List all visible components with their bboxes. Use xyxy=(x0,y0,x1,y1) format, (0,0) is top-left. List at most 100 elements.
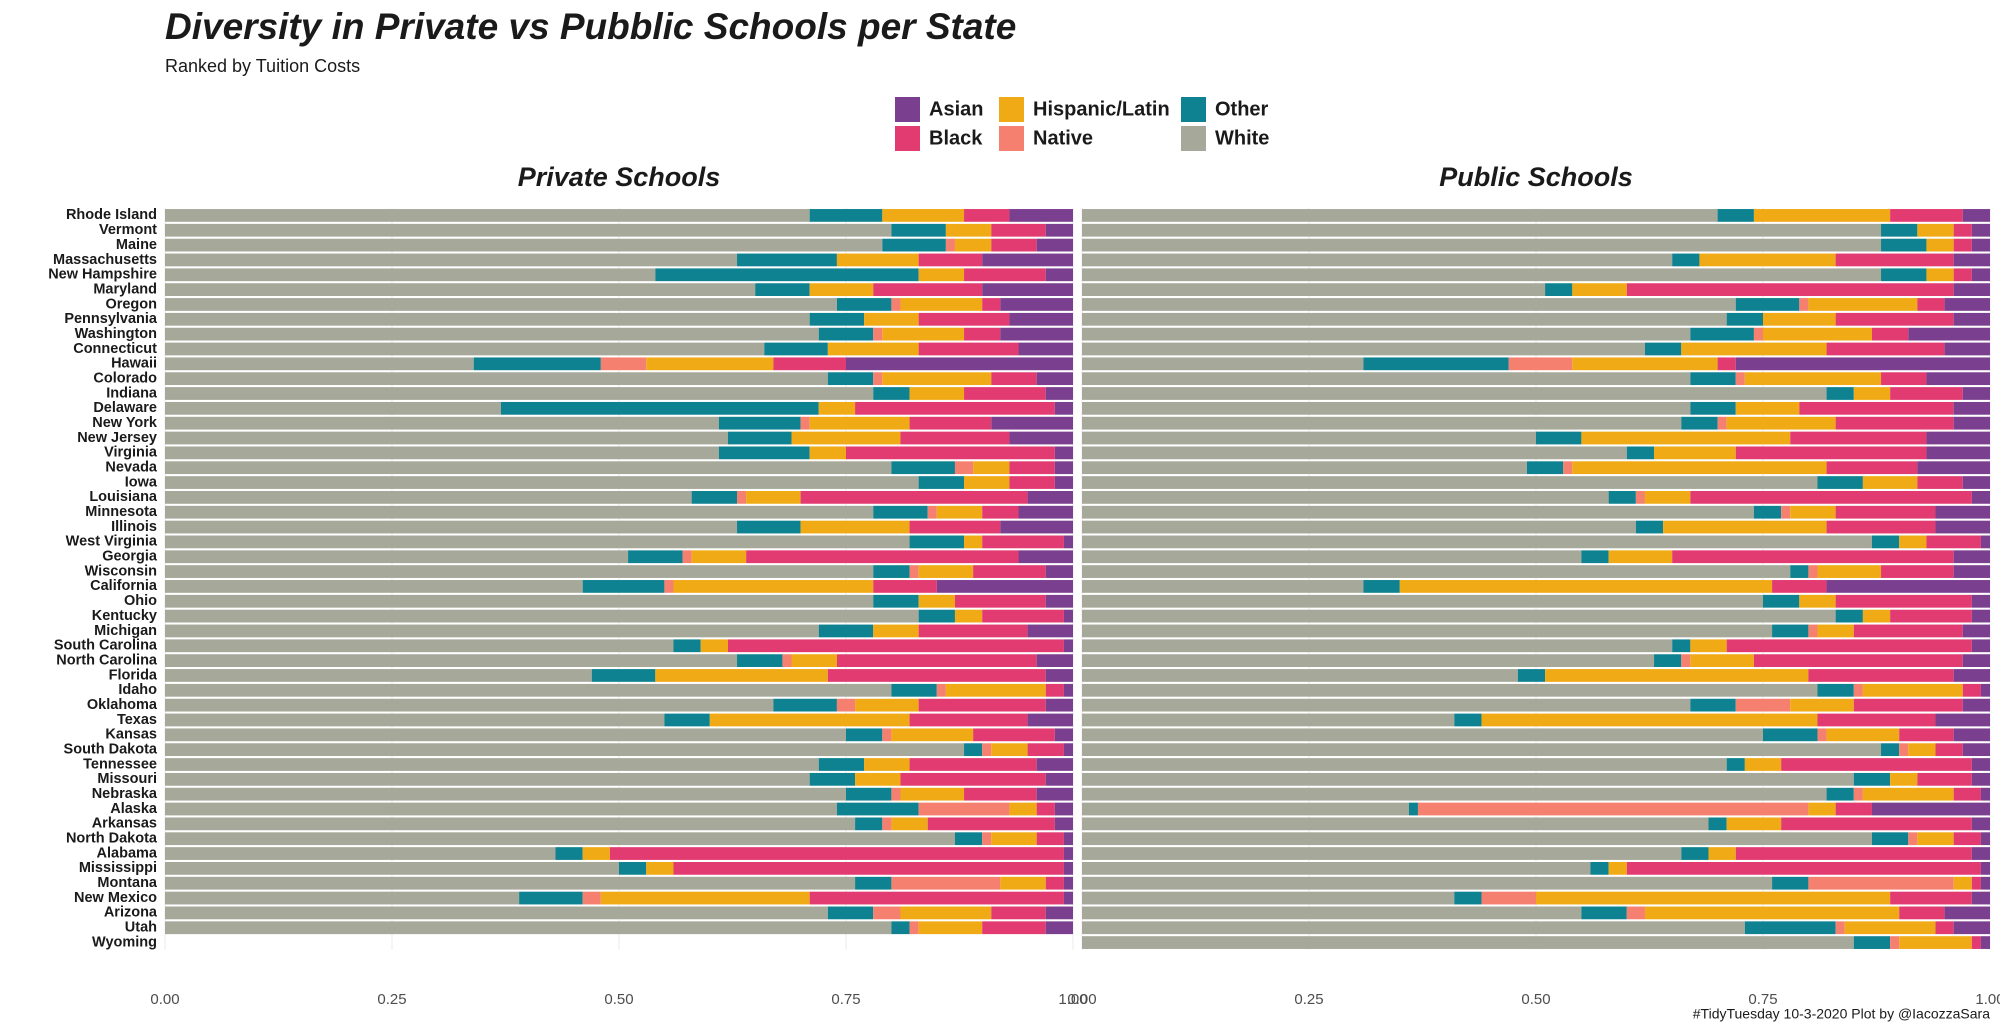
row-label: Colorado xyxy=(93,370,157,386)
bar-segment xyxy=(846,357,1073,371)
bar-segment xyxy=(165,372,828,386)
row-label: Georgia xyxy=(102,549,158,565)
bar-segment xyxy=(818,758,865,771)
row-label: Illinois xyxy=(111,519,157,535)
bar-segment xyxy=(1000,520,1073,534)
bar-segment xyxy=(1717,209,1754,222)
bar-segment xyxy=(165,861,619,875)
bar-segment xyxy=(900,787,965,801)
bar-segment xyxy=(1835,416,1954,430)
bar-segment xyxy=(1926,268,1954,282)
bar-segment xyxy=(982,743,992,757)
row-label: South Carolina xyxy=(54,638,158,654)
bar-segment xyxy=(1082,728,1763,742)
bar-segment xyxy=(1063,847,1073,860)
bar-segment xyxy=(1045,876,1064,890)
chart-title: Diversity in Private vs Pubblic Schools … xyxy=(165,6,1016,47)
bar-segment xyxy=(964,476,1010,489)
bar-segment xyxy=(782,654,792,668)
row-label: Arizona xyxy=(104,905,158,921)
bar-segment xyxy=(1626,283,1954,297)
bar-segment xyxy=(1917,223,1954,237)
bar-segment xyxy=(165,728,846,742)
bar-segment xyxy=(1690,401,1736,415)
bar-segment xyxy=(1753,209,1891,222)
bar-segment xyxy=(918,609,955,623)
bar-segment xyxy=(1536,891,1891,905)
bar-segment xyxy=(1681,342,1827,356)
bar-segment xyxy=(1082,624,1773,638)
bar-segment xyxy=(1980,683,1990,697)
bar-segment xyxy=(737,490,747,504)
bar-segment xyxy=(1681,847,1709,860)
bar-segment xyxy=(664,580,674,593)
bar-segment xyxy=(165,298,837,311)
bar-segment xyxy=(982,505,1019,519)
bar-segment xyxy=(1082,891,1455,905)
bar-segment xyxy=(165,847,556,860)
bar-segment xyxy=(1862,787,1954,801)
bar-segment xyxy=(1835,312,1954,326)
legend-label: Native xyxy=(1033,127,1093,149)
bar-segment xyxy=(1018,550,1073,564)
bar-segment xyxy=(1899,728,1954,742)
bar-segment xyxy=(1681,416,1718,430)
bar-segment xyxy=(1926,431,1990,445)
bar-segment xyxy=(619,861,647,875)
bar-segment xyxy=(1027,624,1073,638)
bar-segment xyxy=(1082,654,1655,668)
bar-segment xyxy=(1082,772,1854,786)
row-label: Mississippi xyxy=(79,860,157,876)
bar-segment xyxy=(1009,209,1073,222)
bar-segment xyxy=(818,327,874,341)
bar-segment xyxy=(737,520,801,534)
bar-segment xyxy=(1799,401,1954,415)
legend-swatch xyxy=(999,126,1024,151)
bar-segment xyxy=(1971,876,1981,890)
bar-segment xyxy=(1953,312,1990,326)
row-label: Louisiana xyxy=(89,489,158,505)
bar-segment xyxy=(1563,461,1573,475)
bar-segment xyxy=(900,298,983,311)
bar-segment xyxy=(991,416,1073,430)
bar-segment xyxy=(1082,669,1518,682)
bar-segment xyxy=(1082,832,1872,846)
x-tick-label: 0.25 xyxy=(377,991,406,1008)
bar-segment xyxy=(954,238,992,252)
legend-label: White xyxy=(1215,127,1269,149)
bar-segment xyxy=(646,357,774,371)
bar-segment xyxy=(936,683,946,697)
row-label: Wisconsin xyxy=(85,563,157,579)
row-label: New Hampshire xyxy=(48,267,157,283)
bar-segment xyxy=(1953,401,1990,415)
bar-segment xyxy=(1808,802,1836,816)
bar-segment xyxy=(891,876,1001,890)
bar-segment xyxy=(1654,446,1736,460)
bar-segment xyxy=(1027,743,1064,757)
bar-segment xyxy=(1009,431,1073,445)
bar-segment xyxy=(1045,906,1073,920)
bar-segment xyxy=(1690,639,1727,653)
bar-segment xyxy=(1581,550,1609,564)
row-label: Kentucky xyxy=(92,608,157,624)
bar-segment xyxy=(1082,906,1582,920)
bar-segment xyxy=(1808,565,1818,578)
bar-segment xyxy=(991,906,1046,920)
bar-segment xyxy=(1853,387,1891,400)
bar-segment xyxy=(1063,891,1073,905)
bar-segment xyxy=(1082,312,1727,326)
legend-label: Black xyxy=(929,127,983,149)
bar-segment xyxy=(918,476,965,489)
bar-segment xyxy=(1708,817,1727,831)
bar-segment xyxy=(1644,906,1900,920)
bar-segment xyxy=(1635,520,1664,534)
bar-segment xyxy=(1000,298,1073,311)
bar-segment xyxy=(1045,565,1073,578)
caption: #TidyTuesday 10-3-2020 Plot by @IacozzaS… xyxy=(1693,1006,1990,1022)
bar-segment xyxy=(1799,594,1836,608)
bar-segment xyxy=(1971,758,1990,771)
bar-segment xyxy=(1000,876,1046,890)
bar-segment xyxy=(909,565,919,578)
bar-segment xyxy=(165,832,955,846)
bar-segment xyxy=(1082,520,1636,534)
